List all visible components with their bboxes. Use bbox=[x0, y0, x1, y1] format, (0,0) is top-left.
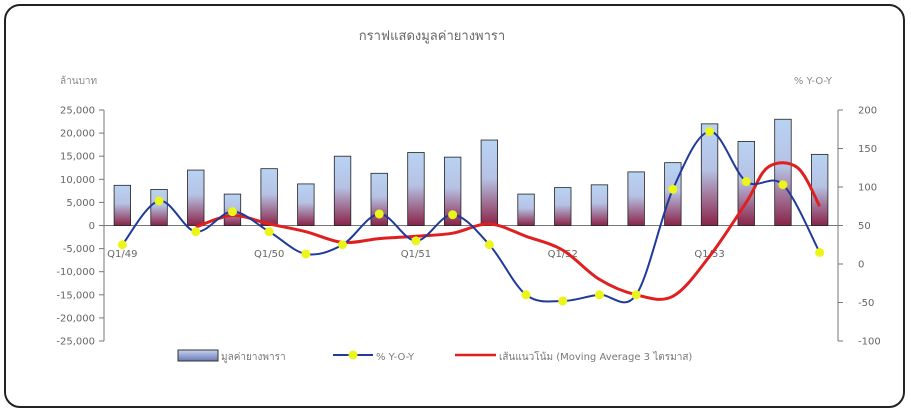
legend-yoy-marker bbox=[348, 350, 358, 360]
y-right-tick-label: -100 bbox=[858, 337, 881, 348]
yoy-marker bbox=[668, 184, 678, 194]
yoy-marker bbox=[778, 180, 788, 190]
yoy-marker bbox=[301, 249, 311, 259]
bar bbox=[554, 187, 572, 226]
y-left-ticks: 25,000 20,000 15,000 10,000 5,000 0 -5,000 -10,… bbox=[56, 106, 104, 348]
bar bbox=[664, 162, 682, 226]
yoy-marker bbox=[594, 290, 604, 300]
bar bbox=[113, 184, 132, 226]
yoy-marker bbox=[338, 240, 348, 250]
bar bbox=[774, 118, 792, 226]
legend-bar-label: มูลค่ายางพารา bbox=[221, 352, 286, 363]
x-tick-label: Q1/52 bbox=[548, 249, 578, 260]
x-tick-label: Q1/51 bbox=[401, 249, 431, 260]
yoy-marker bbox=[264, 227, 274, 237]
bar bbox=[187, 169, 205, 226]
yoy-marker bbox=[484, 240, 494, 250]
legend: มูลค่ายางพารา % Y-O-Y เส้นแนวโน้ม (Movin… bbox=[177, 349, 692, 363]
bar bbox=[150, 189, 168, 226]
bar-series bbox=[113, 118, 829, 226]
y-left-tick-label: 20,000 bbox=[60, 129, 95, 140]
yoy-marker bbox=[631, 290, 641, 300]
yoy-marker bbox=[117, 240, 127, 250]
y-left-tick-label: 0 bbox=[89, 221, 95, 232]
moving-average-line bbox=[195, 161, 821, 301]
x-tick-label: Q1/49 bbox=[107, 249, 137, 260]
y-left-tick-label: -25,000 bbox=[56, 337, 95, 348]
legend-bar-swatch bbox=[177, 349, 219, 362]
y-left-tick-label: 5,000 bbox=[66, 198, 95, 209]
legend-ma-label: เส้นแนวโน้ม (Moving Average 3 ไตรมาส) bbox=[499, 350, 692, 363]
bar bbox=[810, 153, 829, 226]
y-left-axis-label: ล้านบาท bbox=[60, 75, 97, 87]
x-tick-labels: Q1/49 Q1/50 Q1/51 Q1/52 Q1/53 bbox=[107, 249, 725, 260]
yoy-marker bbox=[191, 227, 201, 237]
bar bbox=[297, 183, 315, 226]
yoy-marker bbox=[815, 247, 825, 257]
moving-average-series bbox=[195, 161, 821, 301]
y-left-tick-label: -15,000 bbox=[56, 290, 95, 301]
y-right-tick-label: 100 bbox=[858, 183, 877, 194]
bar bbox=[627, 171, 645, 226]
yoy-marker bbox=[558, 296, 568, 306]
yoy-series bbox=[117, 127, 825, 306]
y-left-tick-label: 25,000 bbox=[60, 106, 95, 117]
bar bbox=[480, 139, 499, 226]
bar bbox=[443, 156, 462, 226]
bar bbox=[700, 123, 719, 226]
y-right-tick-label: 50 bbox=[858, 221, 871, 232]
bar bbox=[260, 168, 278, 226]
y-left-tick-label: -20,000 bbox=[56, 313, 95, 324]
yoy-marker bbox=[448, 210, 458, 220]
bar bbox=[407, 152, 425, 226]
x-tick-label: Q1/50 bbox=[254, 249, 284, 260]
yoy-marker bbox=[411, 236, 421, 246]
y-right-tick-label: 0 bbox=[858, 260, 864, 271]
y-left-tick-label: 15,000 bbox=[60, 152, 95, 163]
bar bbox=[517, 193, 535, 226]
y-left-tick-label: -5,000 bbox=[63, 244, 95, 255]
yoy-marker bbox=[521, 290, 531, 300]
y-right-axis-label: % Y-O-Y bbox=[794, 76, 833, 87]
yoy-marker bbox=[227, 207, 237, 217]
y-left-tick-label: 10,000 bbox=[60, 175, 95, 186]
yoy-marker bbox=[705, 127, 715, 137]
yoy-marker bbox=[154, 196, 164, 206]
y-right-tick-label: 200 bbox=[858, 106, 877, 117]
yoy-marker bbox=[741, 177, 751, 187]
bar bbox=[590, 184, 609, 226]
legend-yoy-label: % Y-O-Y bbox=[376, 352, 415, 363]
chart-title: กราฟแสดงมูลค่ายางพารา bbox=[359, 29, 505, 44]
y-right-tick-label: -50 bbox=[858, 298, 874, 309]
y-right-tick-label: 150 bbox=[858, 144, 877, 155]
bar bbox=[333, 155, 352, 226]
y-right-ticks: 200 150 100 50 0 -50 -100 bbox=[838, 106, 881, 348]
yoy-marker bbox=[374, 209, 384, 219]
y-left-tick-label: -10,000 bbox=[56, 267, 95, 278]
